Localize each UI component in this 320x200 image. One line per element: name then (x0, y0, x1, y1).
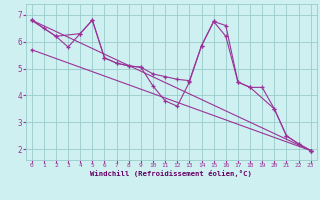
X-axis label: Windchill (Refroidissement éolien,°C): Windchill (Refroidissement éolien,°C) (90, 170, 252, 177)
